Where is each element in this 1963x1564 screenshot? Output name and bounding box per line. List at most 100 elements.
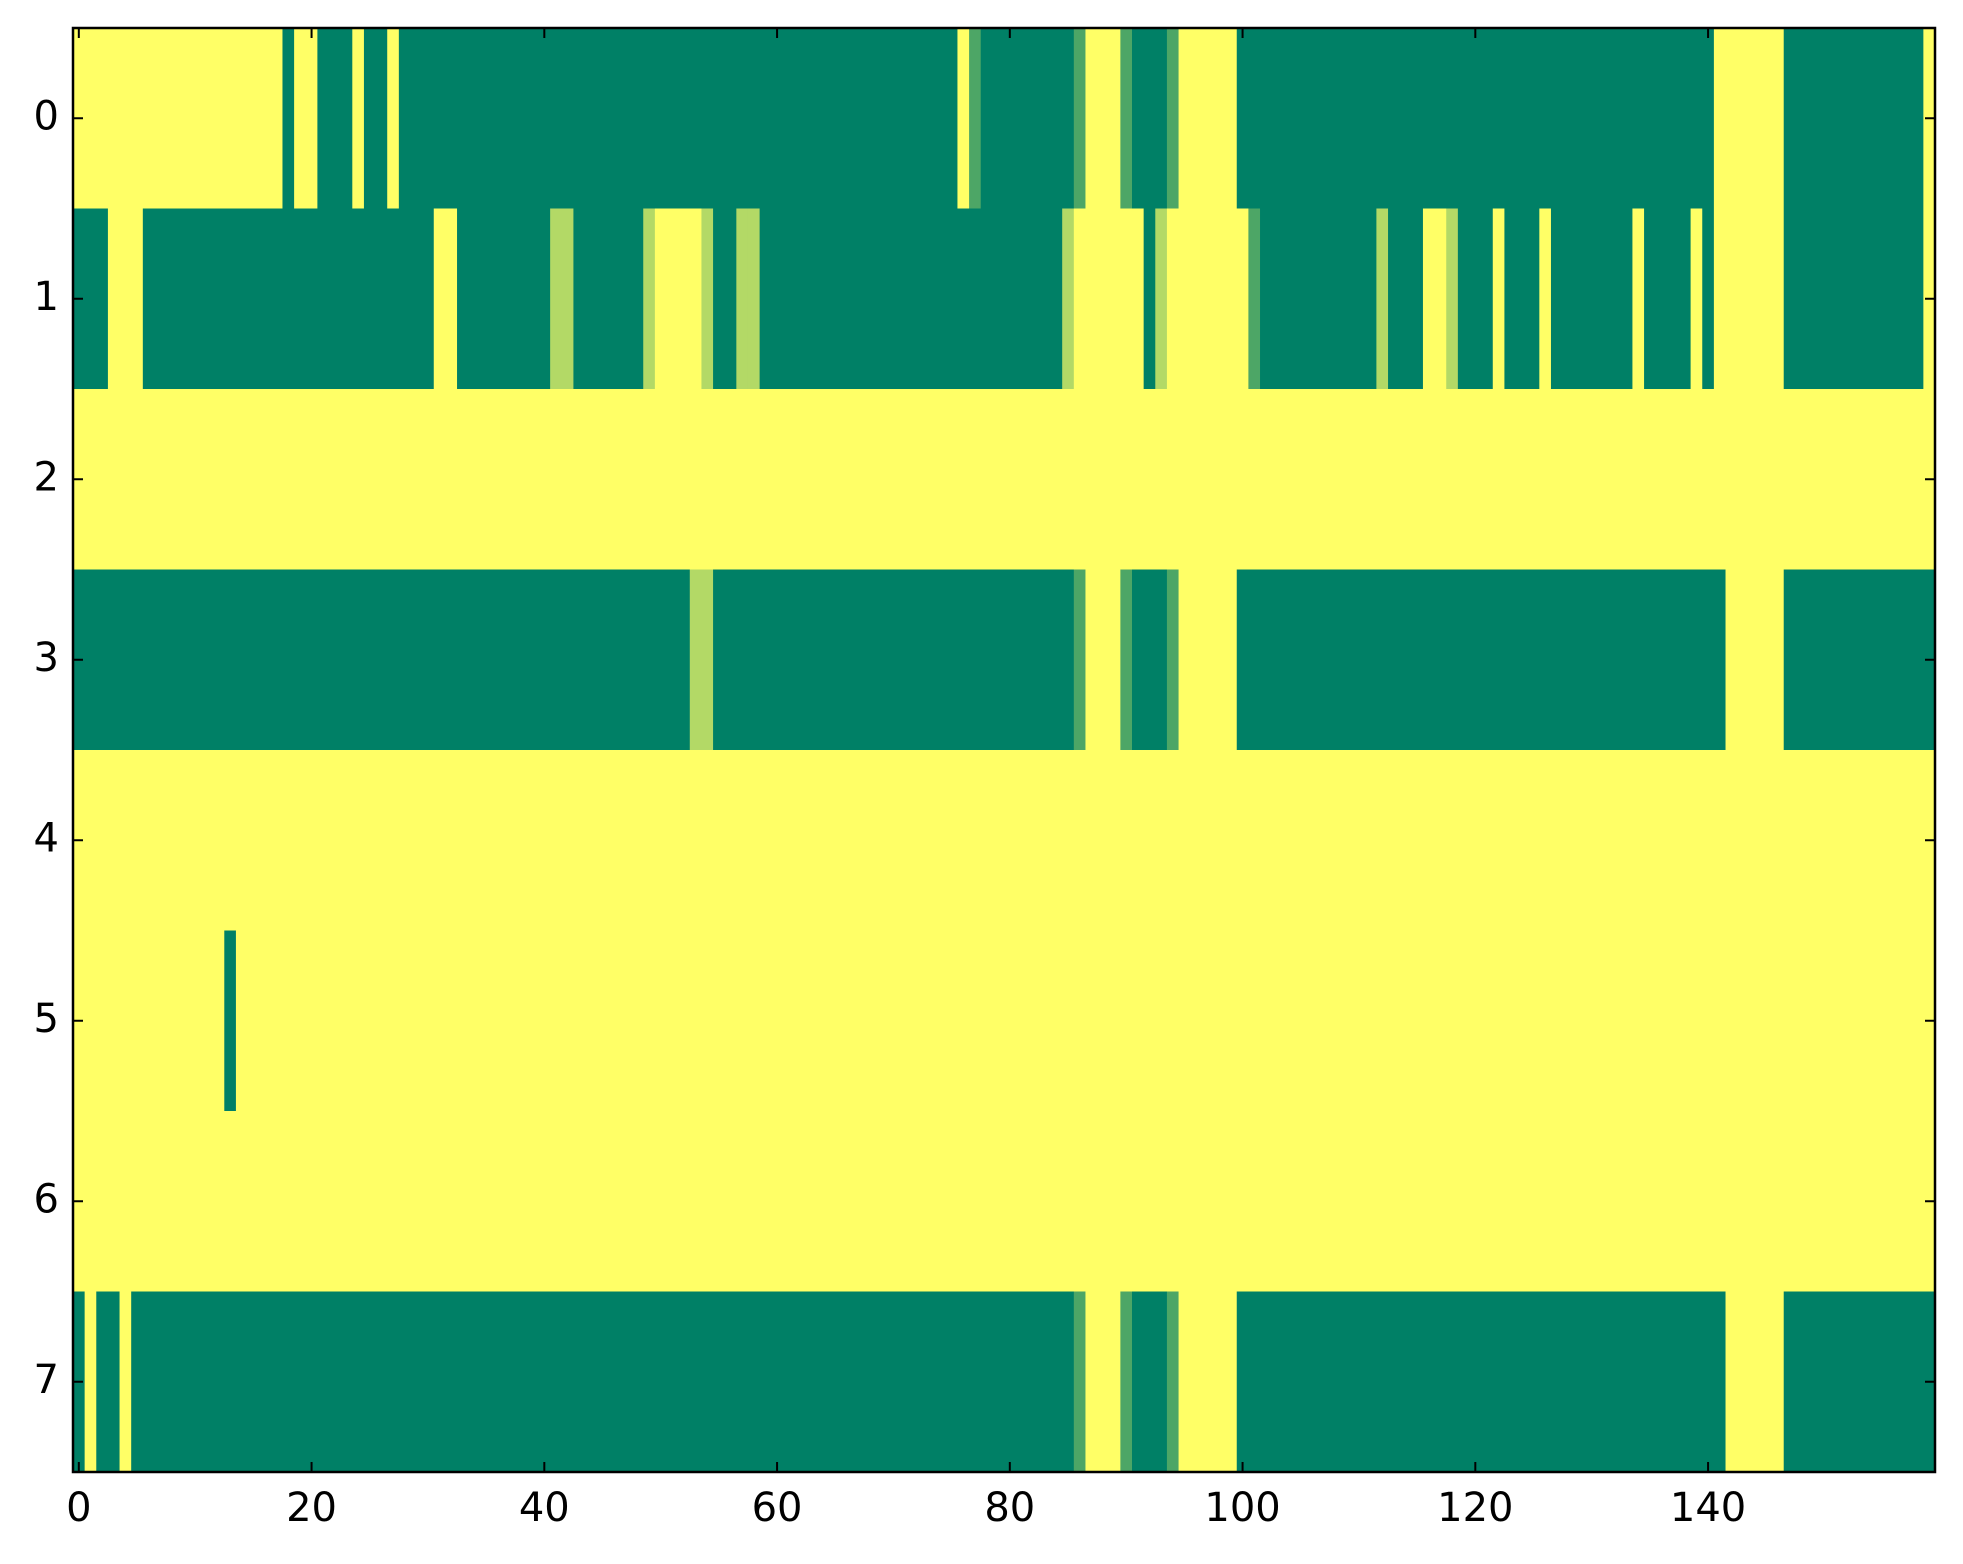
cell bbox=[794, 930, 807, 1112]
cell bbox=[1806, 1291, 1820, 1473]
cell bbox=[1201, 28, 1215, 210]
cell bbox=[1900, 28, 1913, 210]
cell bbox=[1306, 930, 1319, 1112]
cell bbox=[352, 569, 365, 751]
cell bbox=[1457, 569, 1471, 751]
cell bbox=[1155, 569, 1168, 751]
cell bbox=[899, 569, 912, 751]
cell bbox=[608, 208, 621, 390]
cell bbox=[398, 1291, 412, 1473]
cell bbox=[1143, 930, 1156, 1112]
cell bbox=[1201, 208, 1215, 390]
cell bbox=[224, 930, 237, 1112]
x-tick-label: 0 bbox=[66, 1485, 91, 1531]
cell bbox=[1038, 1111, 1052, 1293]
cell bbox=[398, 1111, 412, 1293]
cell bbox=[1644, 1111, 1657, 1293]
cell bbox=[1190, 1111, 1203, 1293]
cell bbox=[1190, 389, 1203, 571]
cell bbox=[166, 930, 179, 1112]
cell bbox=[1097, 569, 1110, 751]
cell bbox=[96, 1111, 109, 1293]
cell bbox=[1062, 1111, 1075, 1293]
cell bbox=[1085, 1111, 1098, 1293]
cell bbox=[1574, 569, 1587, 751]
cell bbox=[643, 389, 656, 571]
cell bbox=[1888, 569, 1901, 751]
cell bbox=[1225, 750, 1238, 932]
cell bbox=[1690, 569, 1703, 751]
cell bbox=[1678, 1111, 1692, 1293]
cell bbox=[96, 389, 109, 571]
cell bbox=[84, 389, 97, 571]
cell bbox=[1783, 28, 1796, 210]
cell bbox=[1760, 208, 1773, 390]
cell bbox=[1876, 930, 1890, 1112]
cell bbox=[305, 1291, 318, 1473]
cell bbox=[1120, 569, 1133, 751]
cell bbox=[445, 28, 458, 210]
cell bbox=[992, 750, 1005, 932]
cell bbox=[1062, 389, 1075, 571]
cell bbox=[1620, 569, 1634, 751]
cell bbox=[1481, 569, 1494, 751]
cell bbox=[1527, 389, 1540, 571]
cell bbox=[433, 28, 446, 210]
cell bbox=[1306, 569, 1319, 751]
cell bbox=[1132, 208, 1145, 390]
cell bbox=[1062, 1291, 1075, 1473]
cell bbox=[1725, 569, 1738, 751]
cell bbox=[1132, 389, 1145, 571]
cell bbox=[457, 750, 470, 932]
cell bbox=[1690, 930, 1703, 1112]
cell bbox=[1550, 28, 1564, 210]
cell bbox=[1527, 1111, 1540, 1293]
cell bbox=[422, 28, 435, 210]
cell bbox=[235, 1291, 249, 1473]
cell bbox=[1481, 1111, 1494, 1293]
cell bbox=[1213, 28, 1226, 210]
cell bbox=[1516, 569, 1529, 751]
cell bbox=[1166, 208, 1180, 390]
cell bbox=[701, 569, 714, 751]
cell bbox=[1353, 28, 1366, 210]
cell bbox=[538, 28, 551, 210]
cell bbox=[643, 930, 656, 1112]
cell bbox=[294, 28, 307, 210]
cell bbox=[1818, 750, 1831, 932]
cell bbox=[1760, 1111, 1773, 1293]
cell bbox=[1504, 1291, 1517, 1473]
cell bbox=[329, 569, 342, 751]
cell bbox=[1236, 750, 1249, 932]
cell bbox=[1481, 750, 1494, 932]
cell bbox=[84, 28, 97, 210]
cell bbox=[1609, 930, 1622, 1112]
cell bbox=[1795, 569, 1808, 751]
cell bbox=[1108, 1111, 1121, 1293]
cell bbox=[887, 208, 900, 390]
cell bbox=[1318, 28, 1331, 210]
cell bbox=[270, 389, 284, 571]
cell bbox=[1004, 1111, 1017, 1293]
cell bbox=[829, 28, 842, 210]
cell bbox=[515, 1291, 528, 1473]
cell bbox=[282, 1291, 295, 1473]
cell bbox=[1667, 569, 1680, 751]
cell bbox=[375, 28, 388, 210]
cell bbox=[1690, 1111, 1703, 1293]
cell bbox=[410, 930, 423, 1112]
cell bbox=[1597, 569, 1610, 751]
cell bbox=[457, 389, 470, 571]
cell bbox=[1015, 569, 1028, 751]
cell bbox=[1341, 569, 1354, 751]
cell bbox=[910, 569, 924, 751]
cell bbox=[980, 569, 993, 751]
cell bbox=[282, 930, 295, 1112]
cell bbox=[1446, 208, 1459, 390]
cell bbox=[1004, 750, 1017, 932]
cell bbox=[817, 1291, 831, 1473]
cell bbox=[1806, 208, 1820, 390]
cell bbox=[387, 28, 400, 210]
cell bbox=[1073, 28, 1087, 210]
cell bbox=[1318, 930, 1331, 1112]
